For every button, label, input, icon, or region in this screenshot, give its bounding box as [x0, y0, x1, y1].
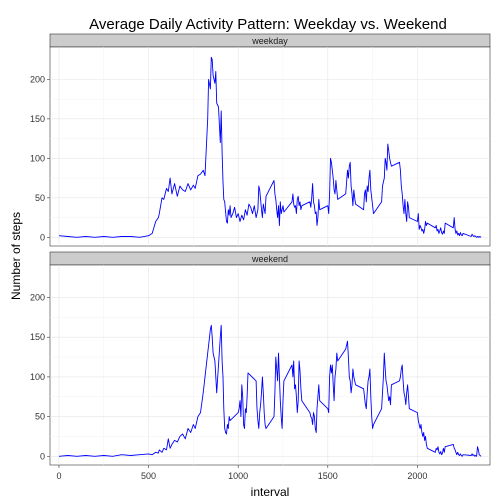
weekend-series	[58, 324, 482, 457]
weekday-plot-area	[49, 46, 491, 247]
y-tick-label: 100	[30, 372, 45, 382]
y-tick-label: 0	[40, 232, 45, 242]
weekday-line	[58, 56, 482, 238]
y-tick-label: 50	[35, 193, 45, 203]
x-axis-ticks: 0 500 1000 1500 2000	[56, 465, 427, 481]
y-tick-label: 200	[30, 74, 45, 84]
y-tick-label: 150	[30, 114, 45, 124]
y-axis-ticks: 0 50 100 150 200 0 50 100 150 200	[30, 74, 50, 461]
y-tick-label: 100	[30, 153, 45, 163]
x-tick-label: 1000	[228, 471, 248, 481]
weekend-plot-area	[49, 264, 491, 466]
x-tick-label: 2000	[407, 471, 427, 481]
weekend-panel: weekend	[49, 251, 491, 466]
x-tick-label: 0	[56, 471, 61, 481]
weekday-panel: weekday	[49, 33, 491, 247]
weekday-gridlines	[50, 47, 490, 246]
y-tick-label: 0	[40, 451, 45, 461]
weekend-gridlines	[50, 265, 490, 465]
weekday-series	[58, 56, 482, 238]
y-tick-label: 200	[30, 293, 45, 303]
weekend-line	[58, 324, 482, 457]
weekday-strip-label: weekday	[251, 36, 288, 46]
chart-title: Average Daily Activity Pattern: Weekday …	[89, 16, 447, 33]
x-axis-title: interval	[251, 485, 290, 499]
x-tick-label: 500	[141, 471, 156, 481]
y-tick-label: 50	[35, 412, 45, 422]
weekend-strip-label: weekend	[251, 254, 288, 264]
y-tick-label: 150	[30, 332, 45, 342]
x-tick-label: 1500	[318, 471, 338, 481]
y-axis-title: Number of steps	[9, 212, 23, 300]
